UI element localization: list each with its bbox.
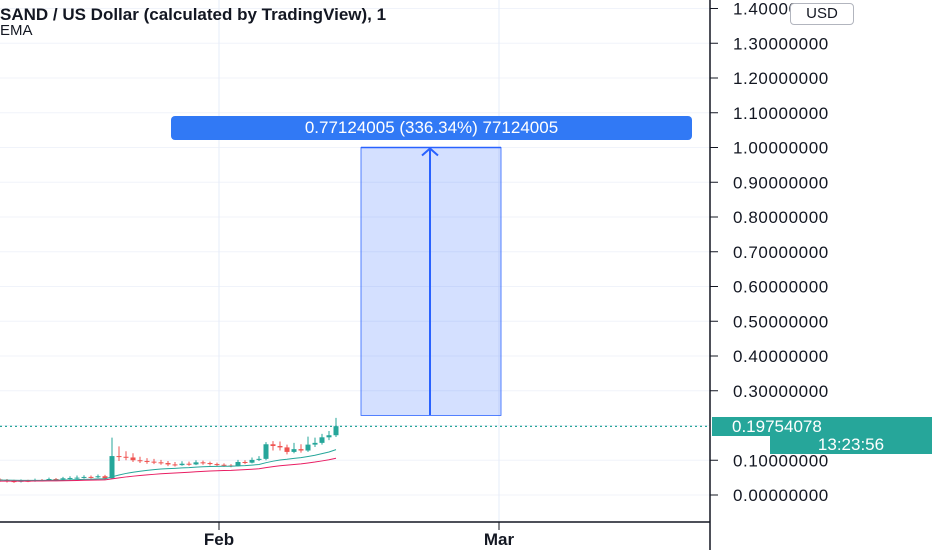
price-range-measure[interactable] — [361, 148, 501, 416]
candle-body — [334, 426, 339, 435]
candle-body — [320, 437, 325, 443]
candle-body — [271, 444, 276, 446]
indicator-label[interactable]: EMA — [0, 22, 33, 39]
candle-body — [299, 449, 304, 450]
candle-body — [180, 464, 185, 465]
measure-label: 0.77124005 (336.34%) 77124005 — [171, 116, 692, 140]
price-tick-label: 0.80000000 — [733, 208, 829, 227]
candle-body — [145, 461, 150, 462]
candle-body — [313, 443, 318, 445]
price-tick-label: 0.10000000 — [733, 451, 829, 470]
price-tick-label: 1.20000000 — [733, 69, 829, 88]
candle-body — [152, 462, 157, 463]
candle-body — [215, 464, 220, 465]
candle-body — [96, 476, 101, 477]
candle-body — [166, 463, 171, 464]
symbol-title[interactable]: SAND / US Dollar (calculated by TradingV… — [0, 5, 705, 25]
price-tick-label: 0.90000000 — [733, 173, 829, 192]
candle-body — [285, 447, 290, 452]
candle-body — [278, 446, 283, 447]
candle-body — [292, 449, 297, 452]
candle-body — [208, 463, 213, 464]
candle-body — [89, 477, 94, 478]
candle-body — [306, 445, 311, 451]
candle-body — [194, 462, 199, 464]
price-tick-label: 0.50000000 — [733, 312, 829, 331]
candle-body — [173, 464, 178, 465]
candle-body — [159, 462, 164, 463]
price-tick-label: 0.40000000 — [733, 347, 829, 366]
current-price-tag: 0.19754078 — [712, 417, 932, 436]
candle-body — [327, 435, 332, 437]
currency-button[interactable]: USD — [790, 3, 854, 25]
price-tick-label: 0.70000000 — [733, 243, 829, 262]
candle-body — [201, 462, 206, 463]
candle-body — [75, 478, 80, 479]
candle-body — [222, 465, 227, 466]
candle-body — [124, 457, 129, 458]
candle-countdown: 13:23:56 — [770, 435, 932, 454]
candle-body — [82, 477, 87, 478]
price-tick-label: 1.10000000 — [733, 104, 829, 123]
price-tick-label: 0.30000000 — [733, 382, 829, 401]
candle-body — [61, 478, 66, 479]
candle-body — [138, 460, 143, 461]
candle-body — [250, 460, 255, 463]
candle-body — [110, 456, 115, 478]
price-tick-label: 1.30000000 — [733, 34, 829, 53]
candle-body — [131, 457, 136, 460]
price-tick-label: 0.60000000 — [733, 278, 829, 297]
candle-body — [187, 464, 192, 465]
candle-body — [68, 478, 73, 479]
time-tick-label: Mar — [484, 530, 515, 549]
price-tick-label: 1.00000000 — [733, 139, 829, 158]
time-tick-label: Feb — [204, 530, 234, 549]
candle-body — [243, 462, 248, 463]
price-tick-label: 0.00000000 — [733, 486, 829, 505]
candle-body — [264, 444, 269, 459]
candle-body — [117, 456, 122, 457]
candle-body — [257, 459, 262, 460]
chart-grid — [0, 0, 710, 522]
